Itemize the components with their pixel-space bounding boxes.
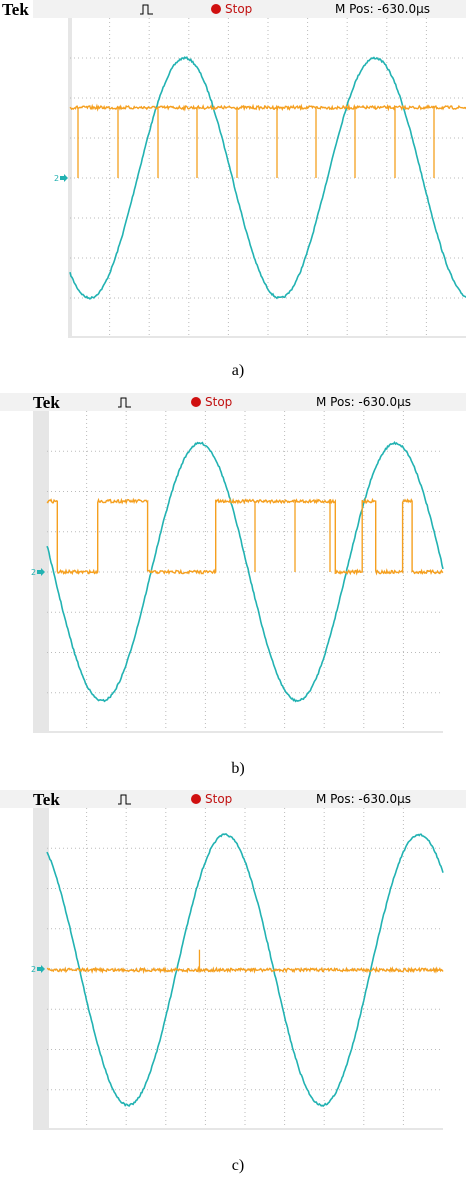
status: Stop bbox=[225, 2, 252, 16]
channel-marker: 2 bbox=[31, 965, 36, 974]
brand: Tek bbox=[33, 790, 60, 809]
pulse-trace bbox=[46, 965, 444, 975]
stop-dot bbox=[191, 794, 201, 804]
screen bbox=[72, 18, 466, 336]
screen bbox=[49, 808, 443, 1128]
channel-marker: 2 bbox=[54, 174, 59, 183]
sine-trace bbox=[69, 56, 466, 300]
marker-arrow bbox=[60, 174, 68, 182]
scope-panel: Tek Stop M Pos: -630.0µs 2 c) bbox=[0, 790, 466, 1174]
caption: c) bbox=[232, 1157, 244, 1174]
pulse-trace bbox=[69, 103, 466, 112]
stop-dot bbox=[191, 397, 201, 407]
header-bar bbox=[0, 790, 466, 808]
sine-trace bbox=[46, 440, 444, 703]
position: M Pos: -630.0µs bbox=[335, 2, 430, 16]
channel-marker: 2 bbox=[31, 568, 36, 577]
trigger-icon bbox=[118, 794, 131, 805]
brand: Tek bbox=[33, 393, 60, 412]
marker-arrow bbox=[37, 568, 45, 576]
scope-panel: Tek Stop M Pos: -630.0µs 2 b) bbox=[0, 393, 466, 777]
header-bar bbox=[0, 393, 466, 411]
position: M Pos: -630.0µs bbox=[316, 395, 411, 409]
brand: Tek bbox=[2, 0, 29, 19]
trigger-icon bbox=[140, 4, 153, 15]
trigger-icon bbox=[118, 397, 131, 408]
caption: b) bbox=[231, 760, 244, 777]
scope-panel: Tek Stop M Pos: -630.0µs 2 a) bbox=[2, 0, 466, 379]
pulse-trace bbox=[46, 497, 444, 576]
position: M Pos: -630.0µs bbox=[316, 792, 411, 806]
stop-dot bbox=[211, 4, 221, 14]
status: Stop bbox=[205, 792, 232, 806]
caption: a) bbox=[232, 362, 244, 379]
marker-arrow bbox=[37, 965, 45, 973]
sine-trace bbox=[46, 833, 444, 1107]
status: Stop bbox=[205, 395, 232, 409]
